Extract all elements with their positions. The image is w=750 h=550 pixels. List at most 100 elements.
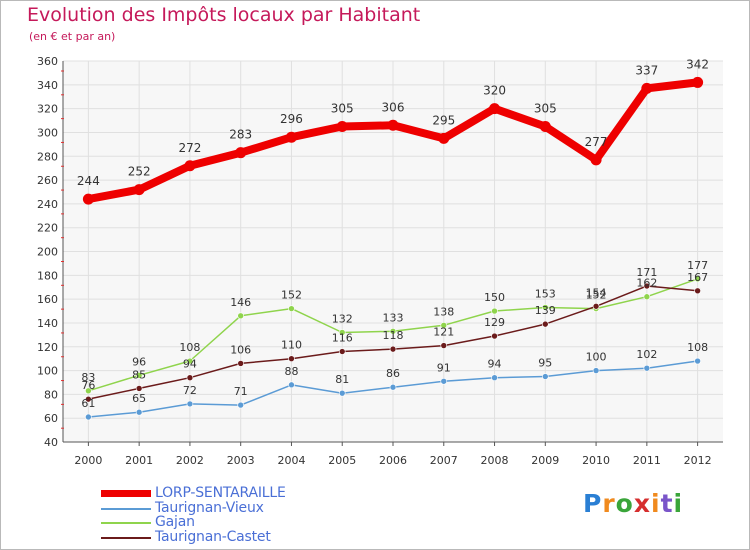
data-label-gajan-2010: 152 [586, 289, 607, 302]
data-label-lorp-sentaraille-2005: 305 [331, 101, 354, 115]
data-label-taurignan-vieux-2008: 94 [488, 358, 502, 371]
data-label-gajan-2002: 108 [179, 341, 200, 354]
x-tick-label-2007: 2007 [430, 454, 458, 467]
y-tick-label-60: 60 [44, 412, 58, 425]
point-taurignan-castet-2005 [338, 348, 346, 355]
y-tick-label-40: 40 [44, 436, 58, 449]
data-label-taurignan-castet-2006: 118 [383, 329, 404, 342]
point-taurignan-castet-2002 [186, 374, 194, 382]
point-taurignan-vieux-2002 [186, 400, 194, 408]
data-label-lorp-sentaraille-2009: 305 [534, 101, 557, 115]
point-taurignan-castet-2011 [643, 282, 651, 290]
data-label-taurignan-vieux-2011: 102 [636, 348, 657, 361]
point-gajan-2011 [643, 293, 651, 301]
point-taurignan-vieux-2003 [237, 401, 244, 409]
point-lorp-sentaraille-2008 [489, 103, 501, 115]
data-label-lorp-sentaraille-2007: 295 [432, 113, 455, 127]
point-gajan-2012 [694, 275, 701, 283]
legend-label-taurignan-vieux: Taurignan-Vieux [155, 499, 264, 516]
logo-letter-6: i [673, 489, 684, 518]
y-tick-label-180: 180 [37, 269, 58, 282]
legend-label-lorp-sentaraille: LORP-SENTARAILLE [155, 485, 286, 501]
data-label-lorp-sentaraille-2001: 252 [128, 165, 151, 179]
data-label-taurignan-castet-2005: 116 [332, 332, 353, 345]
data-label-taurignan-castet-2001: 85 [132, 368, 146, 381]
data-label-gajan-2011: 162 [636, 277, 657, 290]
point-lorp-sentaraille-2001 [133, 184, 145, 196]
point-lorp-sentaraille-2007 [438, 132, 450, 144]
data-label-taurignan-vieux-2004: 88 [284, 365, 298, 378]
data-label-taurignan-vieux-2000: 61 [81, 397, 95, 410]
data-label-lorp-sentaraille-2004: 296 [280, 112, 303, 126]
data-label-gajan-2012: 177 [687, 259, 708, 272]
logo-letter-0: P [583, 489, 603, 518]
point-taurignan-vieux-2006 [389, 383, 397, 391]
data-label-taurignan-vieux-2009: 95 [538, 357, 552, 370]
data-label-taurignan-vieux-2012: 108 [687, 341, 708, 354]
y-tick-label-100: 100 [37, 365, 58, 378]
point-lorp-sentaraille-2000 [82, 193, 94, 205]
proxiti-logo: Proxiti [583, 489, 683, 518]
data-label-gajan-2005: 132 [332, 312, 353, 325]
x-tick-label-2003: 2003 [227, 454, 255, 467]
y-tick-label-320: 320 [37, 103, 58, 116]
point-taurignan-castet-2012 [694, 287, 701, 295]
point-taurignan-castet-2003 [237, 360, 244, 367]
chart-subtitle: (en € et par an) [29, 30, 116, 43]
data-label-taurignan-vieux-2010: 100 [586, 351, 607, 364]
legend-swatch-lorp-sentaraille [101, 490, 151, 497]
data-label-gajan-2007: 138 [433, 305, 454, 318]
data-label-taurignan-vieux-2006: 86 [386, 367, 400, 380]
y-tick-label-80: 80 [44, 388, 58, 401]
data-label-lorp-sentaraille-2012: 342 [686, 57, 709, 71]
data-label-taurignan-castet-2012: 167 [687, 271, 708, 284]
logo-letter-1: r [602, 489, 616, 518]
point-taurignan-castet-2001 [135, 385, 143, 392]
point-taurignan-vieux-2009 [542, 373, 549, 380]
legend-swatch-taurignan-vieux [101, 507, 151, 510]
point-taurignan-vieux-2005 [338, 389, 346, 397]
y-tick-label-220: 220 [37, 222, 58, 235]
data-label-gajan-2000: 83 [81, 371, 95, 384]
point-gajan-2002 [186, 357, 194, 365]
y-tick-label-240: 240 [37, 198, 58, 211]
data-label-lorp-sentaraille-2002: 272 [178, 141, 201, 155]
point-lorp-sentaraille-2010 [590, 154, 602, 166]
point-lorp-sentaraille-2004 [285, 131, 297, 143]
point-taurignan-vieux-2001 [135, 408, 143, 416]
data-label-lorp-sentaraille-2006: 306 [382, 100, 405, 114]
data-label-gajan-2001: 96 [132, 355, 146, 368]
legend-swatch-taurignan-castet [101, 536, 151, 539]
point-gajan-2007 [440, 322, 448, 329]
data-label-gajan-2006: 133 [383, 311, 404, 324]
point-taurignan-castet-2009 [542, 320, 549, 328]
point-taurignan-castet-2000 [85, 395, 92, 403]
point-lorp-sentaraille-2009 [539, 120, 551, 132]
logo-letter-2: o [615, 489, 634, 518]
point-taurignan-castet-2010 [592, 302, 600, 310]
point-taurignan-castet-2008 [491, 332, 498, 340]
logo-letter-3: x [633, 489, 651, 518]
x-tick-label-2011: 2011 [633, 454, 661, 467]
legend-swatch-gajan [101, 522, 151, 524]
data-label-lorp-sentaraille-2003: 283 [229, 128, 252, 142]
data-label-taurignan-vieux-2003: 71 [234, 385, 248, 398]
point-gajan-2009 [542, 304, 549, 311]
legend-label-taurignan-castet: Taurignan-Castet [155, 528, 271, 545]
point-taurignan-vieux-2004 [288, 381, 295, 389]
point-taurignan-vieux-2008 [491, 374, 498, 382]
point-gajan-2008 [491, 307, 498, 315]
legend-label-gajan: Gajan [155, 514, 195, 530]
data-label-gajan-2003: 146 [230, 296, 251, 309]
point-lorp-sentaraille-2005 [336, 120, 348, 132]
point-gajan-2006 [389, 327, 397, 335]
point-taurignan-castet-2007 [440, 342, 448, 349]
point-lorp-sentaraille-2002 [184, 160, 196, 172]
x-tick-label-2009: 2009 [531, 454, 559, 467]
x-tick-label-2004: 2004 [277, 454, 305, 467]
data-label-taurignan-castet-2007: 121 [433, 326, 454, 339]
x-tick-label-2008: 2008 [481, 454, 509, 467]
y-tick-label-160: 160 [37, 293, 58, 306]
